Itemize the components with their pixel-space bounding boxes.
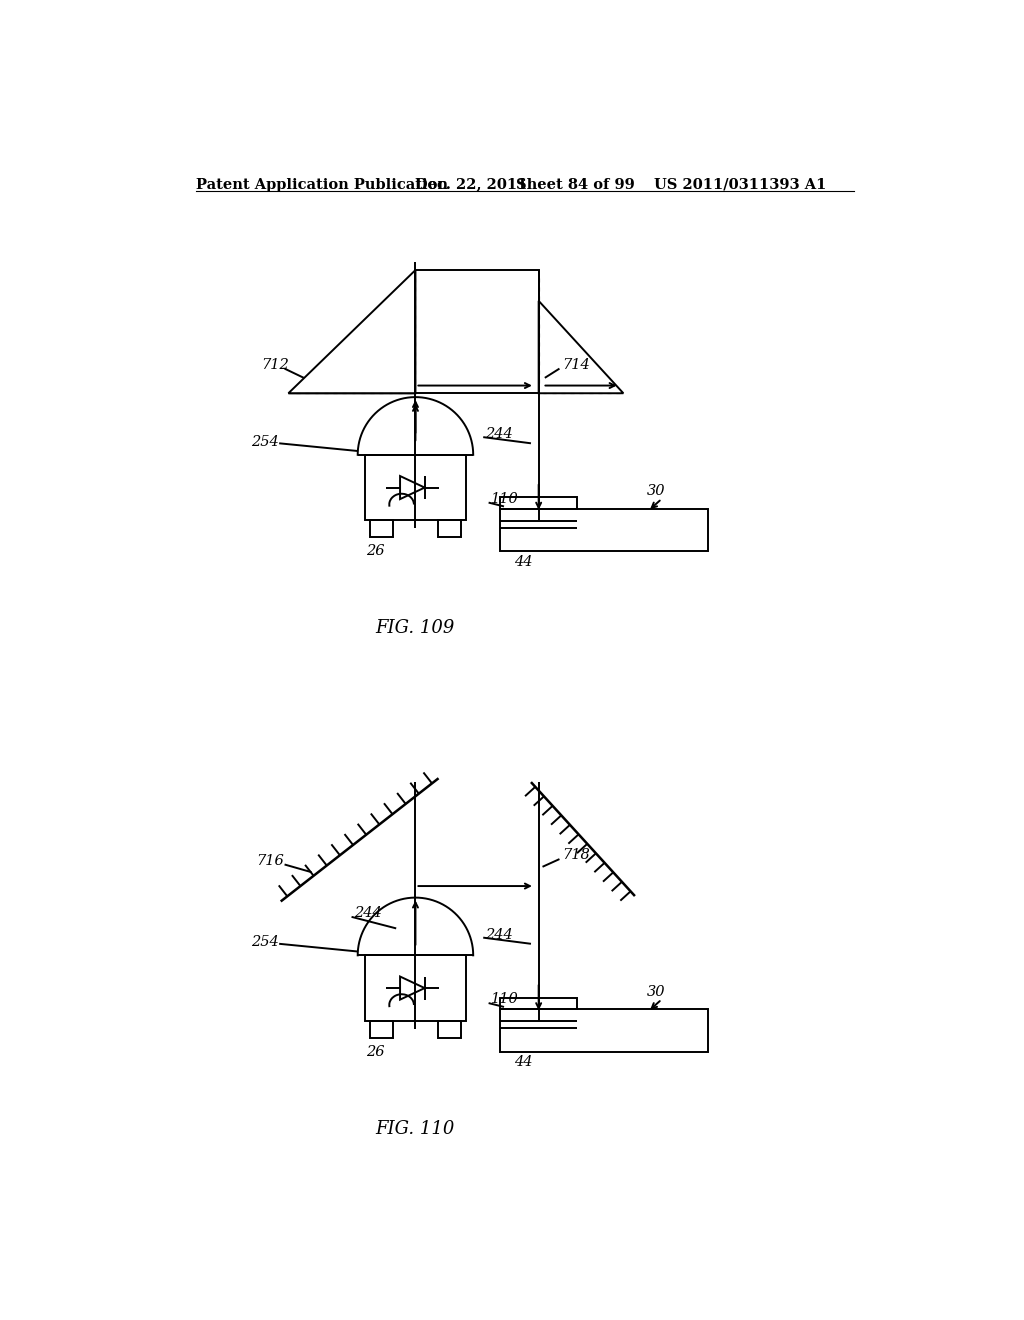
Text: 244: 244 — [484, 928, 512, 941]
Text: 716: 716 — [256, 854, 284, 867]
Text: Sheet 84 of 99: Sheet 84 of 99 — [515, 178, 634, 191]
Text: 26: 26 — [367, 1044, 385, 1059]
Text: 254: 254 — [252, 434, 280, 449]
Text: 718: 718 — [562, 849, 590, 862]
Text: 30: 30 — [646, 985, 665, 998]
Text: 26: 26 — [367, 544, 385, 558]
Text: US 2011/0311393 A1: US 2011/0311393 A1 — [654, 178, 826, 191]
Text: 714: 714 — [562, 358, 590, 372]
Text: 244: 244 — [354, 906, 382, 920]
Text: 110: 110 — [490, 492, 519, 506]
Text: 244: 244 — [484, 428, 512, 441]
Text: Dec. 22, 2011: Dec. 22, 2011 — [416, 178, 527, 191]
Text: 110: 110 — [490, 993, 519, 1006]
Text: 712: 712 — [261, 358, 289, 372]
Text: 30: 30 — [646, 484, 665, 498]
Text: 44: 44 — [514, 554, 532, 569]
Text: 44: 44 — [514, 1056, 532, 1069]
Text: FIG. 110: FIG. 110 — [376, 1119, 455, 1138]
Text: Patent Application Publication: Patent Application Publication — [196, 178, 449, 191]
Text: FIG. 109: FIG. 109 — [376, 619, 455, 638]
Text: 254: 254 — [252, 936, 280, 949]
